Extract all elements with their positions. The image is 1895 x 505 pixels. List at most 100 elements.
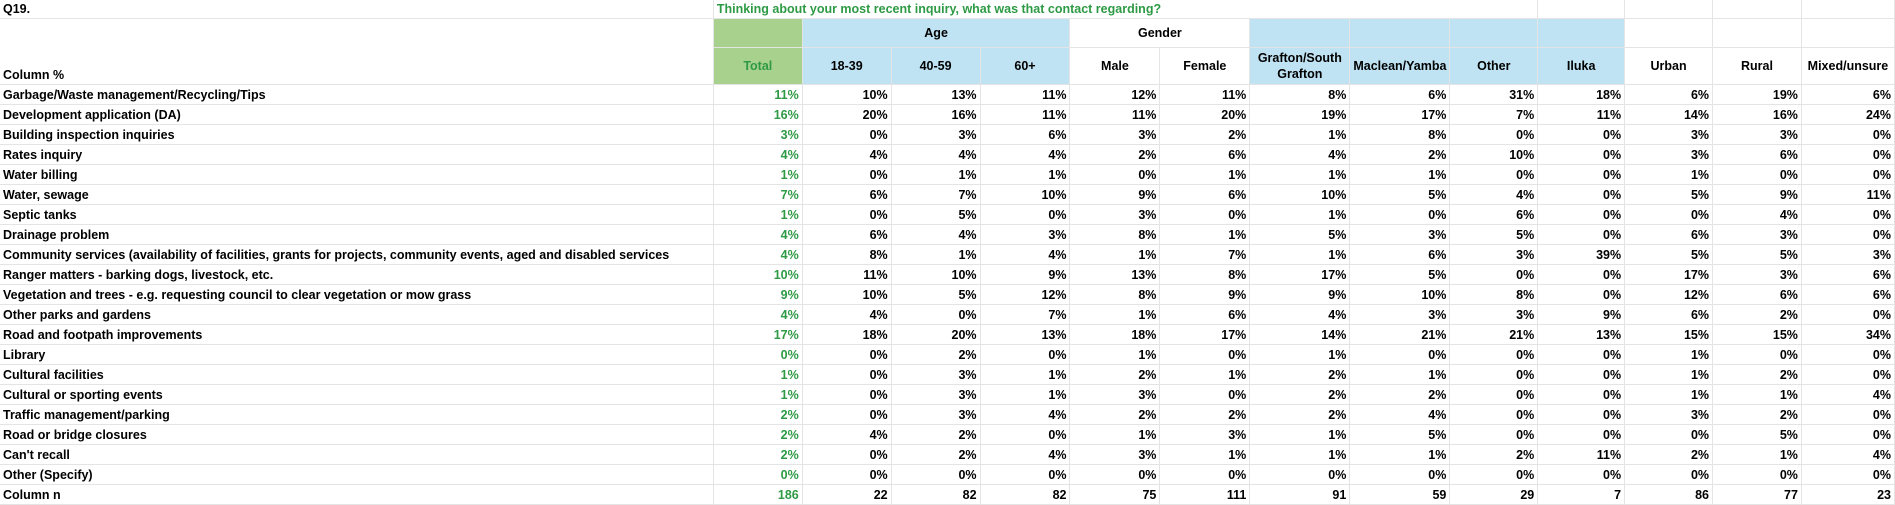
table-cell: 15% bbox=[1712, 324, 1802, 345]
table-cell: 0% bbox=[1537, 224, 1626, 245]
table-cell: 0% bbox=[1801, 424, 1895, 445]
table-cell: 3% bbox=[1801, 244, 1895, 265]
table-cell: 2% bbox=[1069, 144, 1161, 165]
table-cell: 3% bbox=[1069, 444, 1161, 465]
table-cell: 7 bbox=[1537, 484, 1626, 505]
table-cell: 0% bbox=[1801, 224, 1895, 245]
table-cell: 0% bbox=[1712, 344, 1802, 365]
table-cell: 0% bbox=[1801, 304, 1895, 325]
table-cell: 6% bbox=[1712, 284, 1802, 305]
table-cell: 23 bbox=[1801, 484, 1895, 505]
table-cell: 3% bbox=[1349, 304, 1451, 325]
table-cell: 0% bbox=[802, 344, 892, 365]
table-cell: 2% bbox=[1349, 144, 1451, 165]
table-cell: 9% bbox=[980, 264, 1071, 285]
total-cell: 4% bbox=[713, 304, 803, 325]
row-label: Water, sewage bbox=[0, 184, 714, 205]
question-number: Q19. bbox=[0, 0, 714, 19]
table-cell: 3% bbox=[1712, 124, 1802, 145]
row-label: Cultural or sporting events bbox=[0, 384, 714, 405]
table-cell: 11% bbox=[1159, 84, 1251, 105]
table-cell: 0% bbox=[1537, 204, 1626, 225]
row-label: Garbage/Waste management/Recycling/Tips bbox=[0, 84, 714, 105]
table-cell: 15% bbox=[1624, 324, 1714, 345]
table-row: Can't recall 2% 0% 2% 4% 3% 1% 1% 1% 2% 11% 2% 1% 4% bbox=[0, 444, 1895, 465]
table-cell: 86 bbox=[1624, 484, 1714, 505]
table-cell: 1% bbox=[980, 164, 1071, 185]
column-header: Urban bbox=[1624, 47, 1714, 85]
table-cell: 0% bbox=[1537, 124, 1626, 145]
table-cell: 6% bbox=[1349, 84, 1451, 105]
total-cell: 3% bbox=[713, 124, 803, 145]
table-cell: 3% bbox=[1624, 144, 1714, 165]
table-cell: 0% bbox=[1449, 384, 1539, 405]
table-row: Building inspection inquiries 3% 0% 3% 6% 3% 2… bbox=[0, 124, 1895, 145]
row-label: Can't recall bbox=[0, 444, 714, 465]
column-header: Other bbox=[1449, 47, 1539, 85]
table-cell: 39% bbox=[1537, 244, 1626, 265]
table-cell: 3% bbox=[1069, 124, 1161, 145]
table-row: Vegetation and trees - e.g. requesting c… bbox=[0, 284, 1895, 305]
group-header-gender: Gender bbox=[1069, 18, 1251, 48]
table-cell: 20% bbox=[802, 104, 892, 125]
table-cell: 0% bbox=[1537, 424, 1626, 445]
table-cell: 1% bbox=[980, 364, 1071, 385]
table-cell: 7% bbox=[1449, 104, 1539, 125]
table-cell: 1% bbox=[1624, 164, 1714, 185]
table-cell: 2% bbox=[1159, 124, 1251, 145]
total-cell: 7% bbox=[713, 184, 803, 205]
table-cell: 17% bbox=[1624, 264, 1714, 285]
table-row: Other parks and gardens 4% 4% 0% 7% 1% 6% 4% 3% 3… bbox=[0, 304, 1895, 325]
table-cell: 111 bbox=[1159, 484, 1251, 505]
table-cell: 6% bbox=[1801, 284, 1895, 305]
table-cell: 22 bbox=[802, 484, 892, 505]
row-label: Vegetation and trees - e.g. requesting c… bbox=[0, 284, 714, 305]
column-header: Total bbox=[713, 47, 803, 85]
table-cell: 0% bbox=[1537, 144, 1626, 165]
table-cell: 0% bbox=[1449, 124, 1539, 145]
table-cell: 10% bbox=[1249, 184, 1351, 205]
table-cell: 3% bbox=[891, 384, 981, 405]
row-label: Development application (DA) bbox=[0, 104, 714, 125]
total-cell: 2% bbox=[713, 444, 803, 465]
table-cell: 0% bbox=[1537, 284, 1626, 305]
table-cell: 6% bbox=[1624, 224, 1714, 245]
table-cell: 3% bbox=[1449, 304, 1539, 325]
table-cell: 0% bbox=[802, 464, 892, 485]
table-cell: 4% bbox=[802, 304, 892, 325]
table-cell: 6% bbox=[980, 124, 1071, 145]
group-header-age: Age bbox=[802, 18, 1071, 48]
table-cell: 1% bbox=[1249, 244, 1351, 265]
column-header: Iluka bbox=[1537, 47, 1626, 85]
table-cell: 0% bbox=[980, 204, 1071, 225]
table-cell: 6% bbox=[1801, 264, 1895, 285]
table-cell: 3% bbox=[1449, 244, 1539, 265]
total-cell: 1% bbox=[713, 384, 803, 405]
table-cell: 6% bbox=[1159, 144, 1251, 165]
table-cell: 5% bbox=[1712, 424, 1802, 445]
table-cell: 1% bbox=[1624, 384, 1714, 405]
row-header-label: Column % bbox=[0, 18, 714, 85]
table-cell: 0% bbox=[1159, 464, 1251, 485]
table-cell: 11% bbox=[1537, 104, 1626, 125]
table-cell: 18% bbox=[802, 324, 892, 345]
table-cell: 0% bbox=[802, 404, 892, 425]
table-row: Cultural or sporting events 1% 0% 3% 1% 3% 0% 2… bbox=[0, 384, 1895, 405]
total-cell: 11% bbox=[713, 84, 803, 105]
table-cell: 21% bbox=[1449, 324, 1539, 345]
table-cell: 14% bbox=[1624, 104, 1714, 125]
table-row: Water billing 1% 0% 1% 1% 0% 1% 1% 1% 0% 0% 1% 0% 0% bbox=[0, 164, 1895, 185]
table-cell: 0% bbox=[1249, 464, 1351, 485]
table-cell: 3% bbox=[891, 124, 981, 145]
table-cell: 0% bbox=[802, 444, 892, 465]
table-cell: 6% bbox=[1159, 304, 1251, 325]
row-label: Road or bridge closures bbox=[0, 424, 714, 445]
column-header: 60+ bbox=[980, 47, 1071, 85]
table-cell: 10% bbox=[802, 84, 892, 105]
table-cell: 0% bbox=[1537, 264, 1626, 285]
row-label: Rates inquiry bbox=[0, 144, 714, 165]
total-cell: 0% bbox=[713, 464, 803, 485]
table-cell: 5% bbox=[891, 284, 981, 305]
table-cell: 4% bbox=[802, 144, 892, 165]
table-row: Septic tanks 1% 0% 5% 0% 3% 0% 1% 0% 6% 0% 0% 4% 0% bbox=[0, 204, 1895, 225]
